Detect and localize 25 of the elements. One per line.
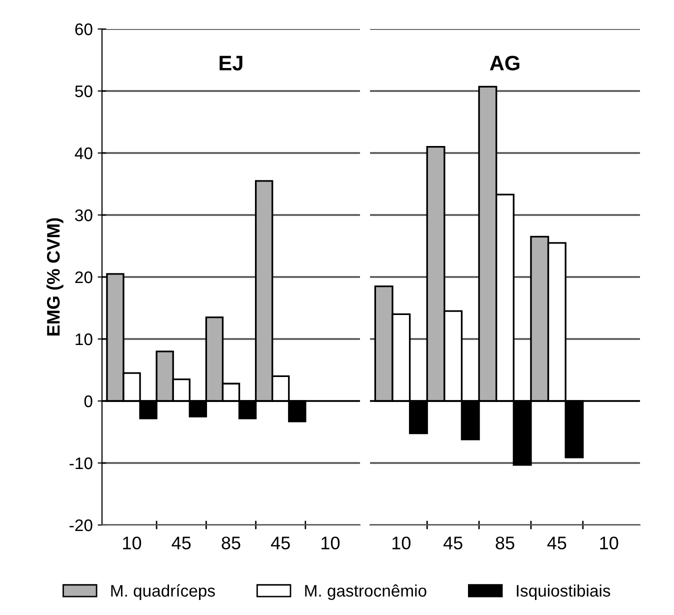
x-tick-label: 10 [322, 536, 340, 550]
legend-label: Isquiostibiais [516, 584, 610, 600]
x-tick-label: 45 [547, 536, 566, 550]
x-tick-label: 10 [600, 536, 618, 550]
legend-label: M. gastrocnêmio [305, 584, 426, 600]
x-tick-label: 10 [123, 536, 142, 550]
y-tick-label: -10 [70, 457, 92, 470]
x-tick-label: 85 [222, 536, 240, 550]
y-tick-label: 0 [84, 395, 92, 408]
y-tick-label: 60 [75, 23, 92, 36]
y-tick-label: -20 [70, 519, 92, 532]
y-tick-label: 20 [75, 271, 92, 284]
y-tick-label: 30 [75, 209, 92, 222]
x-tick-label: 45 [172, 536, 191, 550]
y-tick-label: 50 [75, 85, 92, 98]
x-tick-label: 45 [270, 536, 290, 550]
text: AG [490, 56, 520, 70]
x-tick-label: 10 [392, 536, 410, 550]
y-tick-label: 10 [76, 333, 92, 346]
legend-label: M. quadríceps [111, 584, 215, 600]
x-tick-label: 85 [496, 536, 514, 550]
y-tick-label: 40 [74, 147, 92, 160]
x-tick-label: 45 [443, 536, 462, 550]
text: EJ [220, 56, 242, 70]
y-axis-title: EMG (% CVM) [46, 218, 64, 336]
